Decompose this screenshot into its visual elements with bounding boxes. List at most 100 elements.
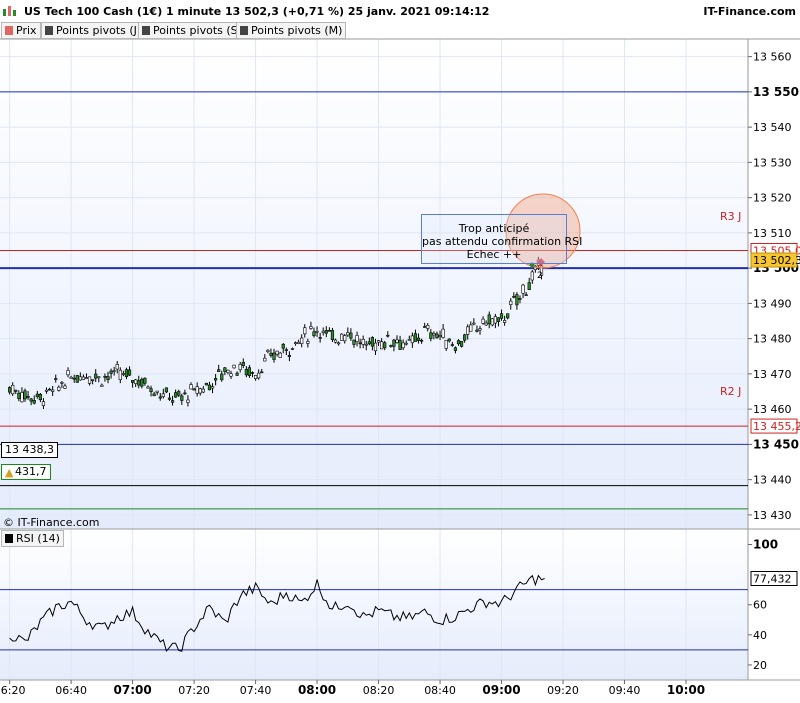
price-plot-area: [0, 39, 748, 529]
rsi-legend-label: RSI (14): [16, 532, 60, 545]
x-tick-label: 06:40: [55, 684, 87, 697]
candle-body: [8, 387, 12, 393]
x-tick-label: 08:40: [424, 684, 456, 697]
candle-body: [463, 334, 467, 341]
candle-body: [189, 384, 193, 390]
last-price-tag: 13 502,3: [753, 254, 800, 267]
candle-body: [112, 370, 116, 372]
candle-body: [330, 330, 335, 340]
candle-body: [364, 343, 368, 346]
y-tick-label: 13 560: [753, 51, 792, 64]
legend-label: Points pivots (S): [153, 24, 242, 37]
candle-body: [131, 379, 135, 383]
candle-body: [438, 335, 442, 337]
candle-body: [140, 378, 144, 387]
candle-body: [290, 348, 295, 350]
chart-header: US Tech 100 Cash (1€) 1 minute 13 502,3 …: [0, 0, 800, 22]
y-tick-label: 13 530: [753, 156, 792, 169]
candle-body: [324, 330, 328, 334]
candle-body: [401, 342, 405, 349]
candle-body: [17, 392, 21, 399]
candle-body: [192, 388, 196, 391]
candle-body: [223, 367, 227, 372]
legend-item-pivots-s[interactable]: Points pivots (S): [138, 22, 246, 39]
candle-body: [423, 326, 427, 328]
candle-body: [484, 322, 488, 326]
candle-body: [503, 320, 507, 323]
candle-body: [389, 345, 393, 347]
legend-item-prix[interactable]: Prix: [1, 22, 41, 39]
legend-label: Points pivots (M): [251, 24, 343, 37]
candle-body: [346, 332, 350, 336]
candle-body: [106, 376, 110, 381]
candle-body: [23, 390, 27, 400]
candle-body: [284, 349, 288, 351]
candle-body: [121, 373, 125, 375]
candle-body: [278, 352, 282, 358]
trade-annotation[interactable]: Trop anticipé pas attendu confirmation R…: [421, 214, 582, 264]
candle-body: [441, 328, 445, 338]
candle-body: [386, 334, 390, 337]
candle-body: [450, 344, 454, 346]
legend-label: Points pivots (J): [56, 24, 142, 37]
y-tick-label: 13 480: [753, 333, 792, 346]
candle-body: [361, 339, 365, 345]
candle-body: [367, 341, 371, 345]
y-tick-label: 13 550: [753, 85, 799, 99]
candle-body: [493, 316, 497, 324]
candle-body: [109, 370, 113, 374]
candle-body: [195, 386, 199, 394]
last-price-tag-box: [750, 252, 798, 268]
candle-body: [210, 386, 215, 389]
candle-body: [127, 369, 132, 376]
candle-body: [155, 390, 159, 393]
candle-body: [103, 375, 107, 378]
candle-body: [32, 400, 36, 404]
candle-body: [530, 271, 534, 281]
candle-body: [124, 369, 129, 378]
y-tick-label: 13 510: [753, 227, 792, 240]
candle-body: [370, 337, 375, 347]
candle-body: [75, 375, 79, 383]
candle-body: [198, 388, 202, 394]
candle-body: [376, 340, 381, 343]
candle-body: [509, 300, 513, 306]
candle-body: [54, 378, 58, 380]
x-tick-label: 08:00: [298, 683, 336, 697]
candle-body: [177, 391, 181, 396]
rsi-legend[interactable]: RSI (14): [1, 530, 64, 547]
candle-body: [419, 339, 424, 342]
y-tick-label: 13 430: [753, 509, 792, 522]
candle-body: [321, 330, 325, 333]
candle-body: [327, 330, 331, 332]
candle-body: [333, 339, 338, 343]
candle-body: [100, 384, 104, 387]
candle-body: [69, 376, 73, 379]
candle-body: [35, 393, 39, 397]
chart-title: US Tech 100 Cash (1€) 1 minute 13 502,3 …: [24, 5, 490, 18]
candle-body: [164, 387, 169, 393]
rsi-y-tick-label: 100: [753, 538, 778, 552]
candle-body: [143, 377, 147, 384]
legend-item-pivots-m[interactable]: Points pivots (M): [236, 22, 347, 39]
rsi-y-tick-label: 60: [753, 599, 767, 612]
x-tick-label: 09:20: [547, 684, 579, 697]
candle-body: [358, 342, 362, 345]
candle-body: [238, 364, 242, 371]
y-tick-label: 13 460: [753, 403, 792, 416]
candle-body: [84, 377, 89, 379]
legend-item-pivots-j[interactable]: Points pivots (J): [41, 22, 146, 39]
candle-body: [275, 350, 279, 355]
y-tick-label: 13 520: [753, 192, 792, 205]
candle-body: [60, 382, 64, 384]
candle-body: [352, 339, 356, 345]
candle-body: [57, 386, 61, 391]
candle-body: [518, 298, 522, 300]
candle-body: [521, 284, 525, 294]
candle-body: [118, 369, 122, 381]
candle-body: [241, 362, 245, 366]
y-tick-label: 13 540: [753, 121, 792, 134]
candle-body: [416, 337, 421, 341]
